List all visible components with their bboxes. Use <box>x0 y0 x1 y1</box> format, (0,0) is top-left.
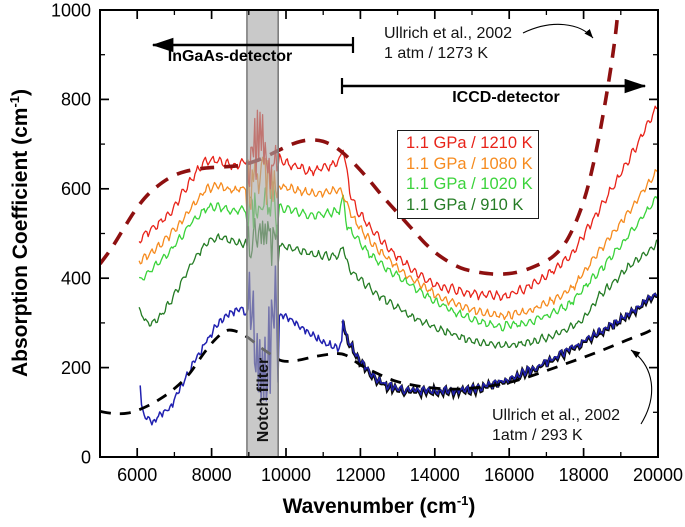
x-axis-title-close: ) <box>468 495 476 518</box>
y-axis-title-sup: -1 <box>7 95 22 108</box>
svg-text:800: 800 <box>61 90 91 110</box>
svg-text:20000: 20000 <box>633 465 683 485</box>
legend-item-1210k: 1.1 GPa / 1210 K <box>406 134 533 152</box>
y-axis-title-text: Absorption Coefficient (cm <box>9 107 32 378</box>
svg-text:0: 0 <box>81 447 91 467</box>
svg-text:200: 200 <box>61 358 91 378</box>
x-axis-title-sup: -1 <box>456 493 469 508</box>
ingaas-detector-label: InGaAs-detector <box>167 48 293 65</box>
x-axis-title: Wavenumber (cm-1) <box>283 493 476 519</box>
legend-box: 1.1 GPa / 1210 K 1.1 GPa / 1080 K 1.1 GP… <box>397 130 539 219</box>
y-axis-title: Absorption Coefficient (cm-1) <box>7 89 33 377</box>
x-axis-title-text: Wavenumber (cm <box>282 495 457 518</box>
y-axis-title-close: ) <box>9 88 32 96</box>
svg-text:1000: 1000 <box>51 0 91 20</box>
annotation-ullrich-293-line2: 1atm / 293 K <box>492 427 583 444</box>
svg-text:8000: 8000 <box>192 465 232 485</box>
svg-text:16000: 16000 <box>484 465 534 485</box>
svg-text:10000: 10000 <box>261 465 311 485</box>
legend-item-1080k: 1.1 GPa / 1080 K <box>406 154 533 173</box>
notch-filter-label: Notch filter <box>255 357 272 443</box>
annotation-ullrich-293: Ullrich et al., 2002 1atm / 293 K <box>492 406 620 446</box>
annotation-ullrich-1273-line2: 1 atm / 1273 K <box>384 45 489 62</box>
legend-item-910k: 1.1 GPa / 910 K <box>406 195 524 214</box>
annotation-ullrich-293-line1: Ullrich et al., 2002 <box>492 407 621 424</box>
iccd-detector-label: ICCD-detector <box>452 89 560 106</box>
svg-text:18000: 18000 <box>559 465 609 485</box>
legend-item-1020k: 1.1 GPa / 1020 K <box>406 175 533 193</box>
annotation-ullrich-1273: Ullrich et al., 2002 1 atm / 1273 K <box>384 24 512 64</box>
svg-text:600: 600 <box>61 179 91 199</box>
svg-text:6000: 6000 <box>117 465 157 485</box>
svg-text:14000: 14000 <box>410 465 460 485</box>
annotation-ullrich-1273-line1: Ullrich et al., 2002 <box>384 25 513 42</box>
svg-text:400: 400 <box>61 269 91 289</box>
svg-text:12000: 12000 <box>335 465 385 485</box>
